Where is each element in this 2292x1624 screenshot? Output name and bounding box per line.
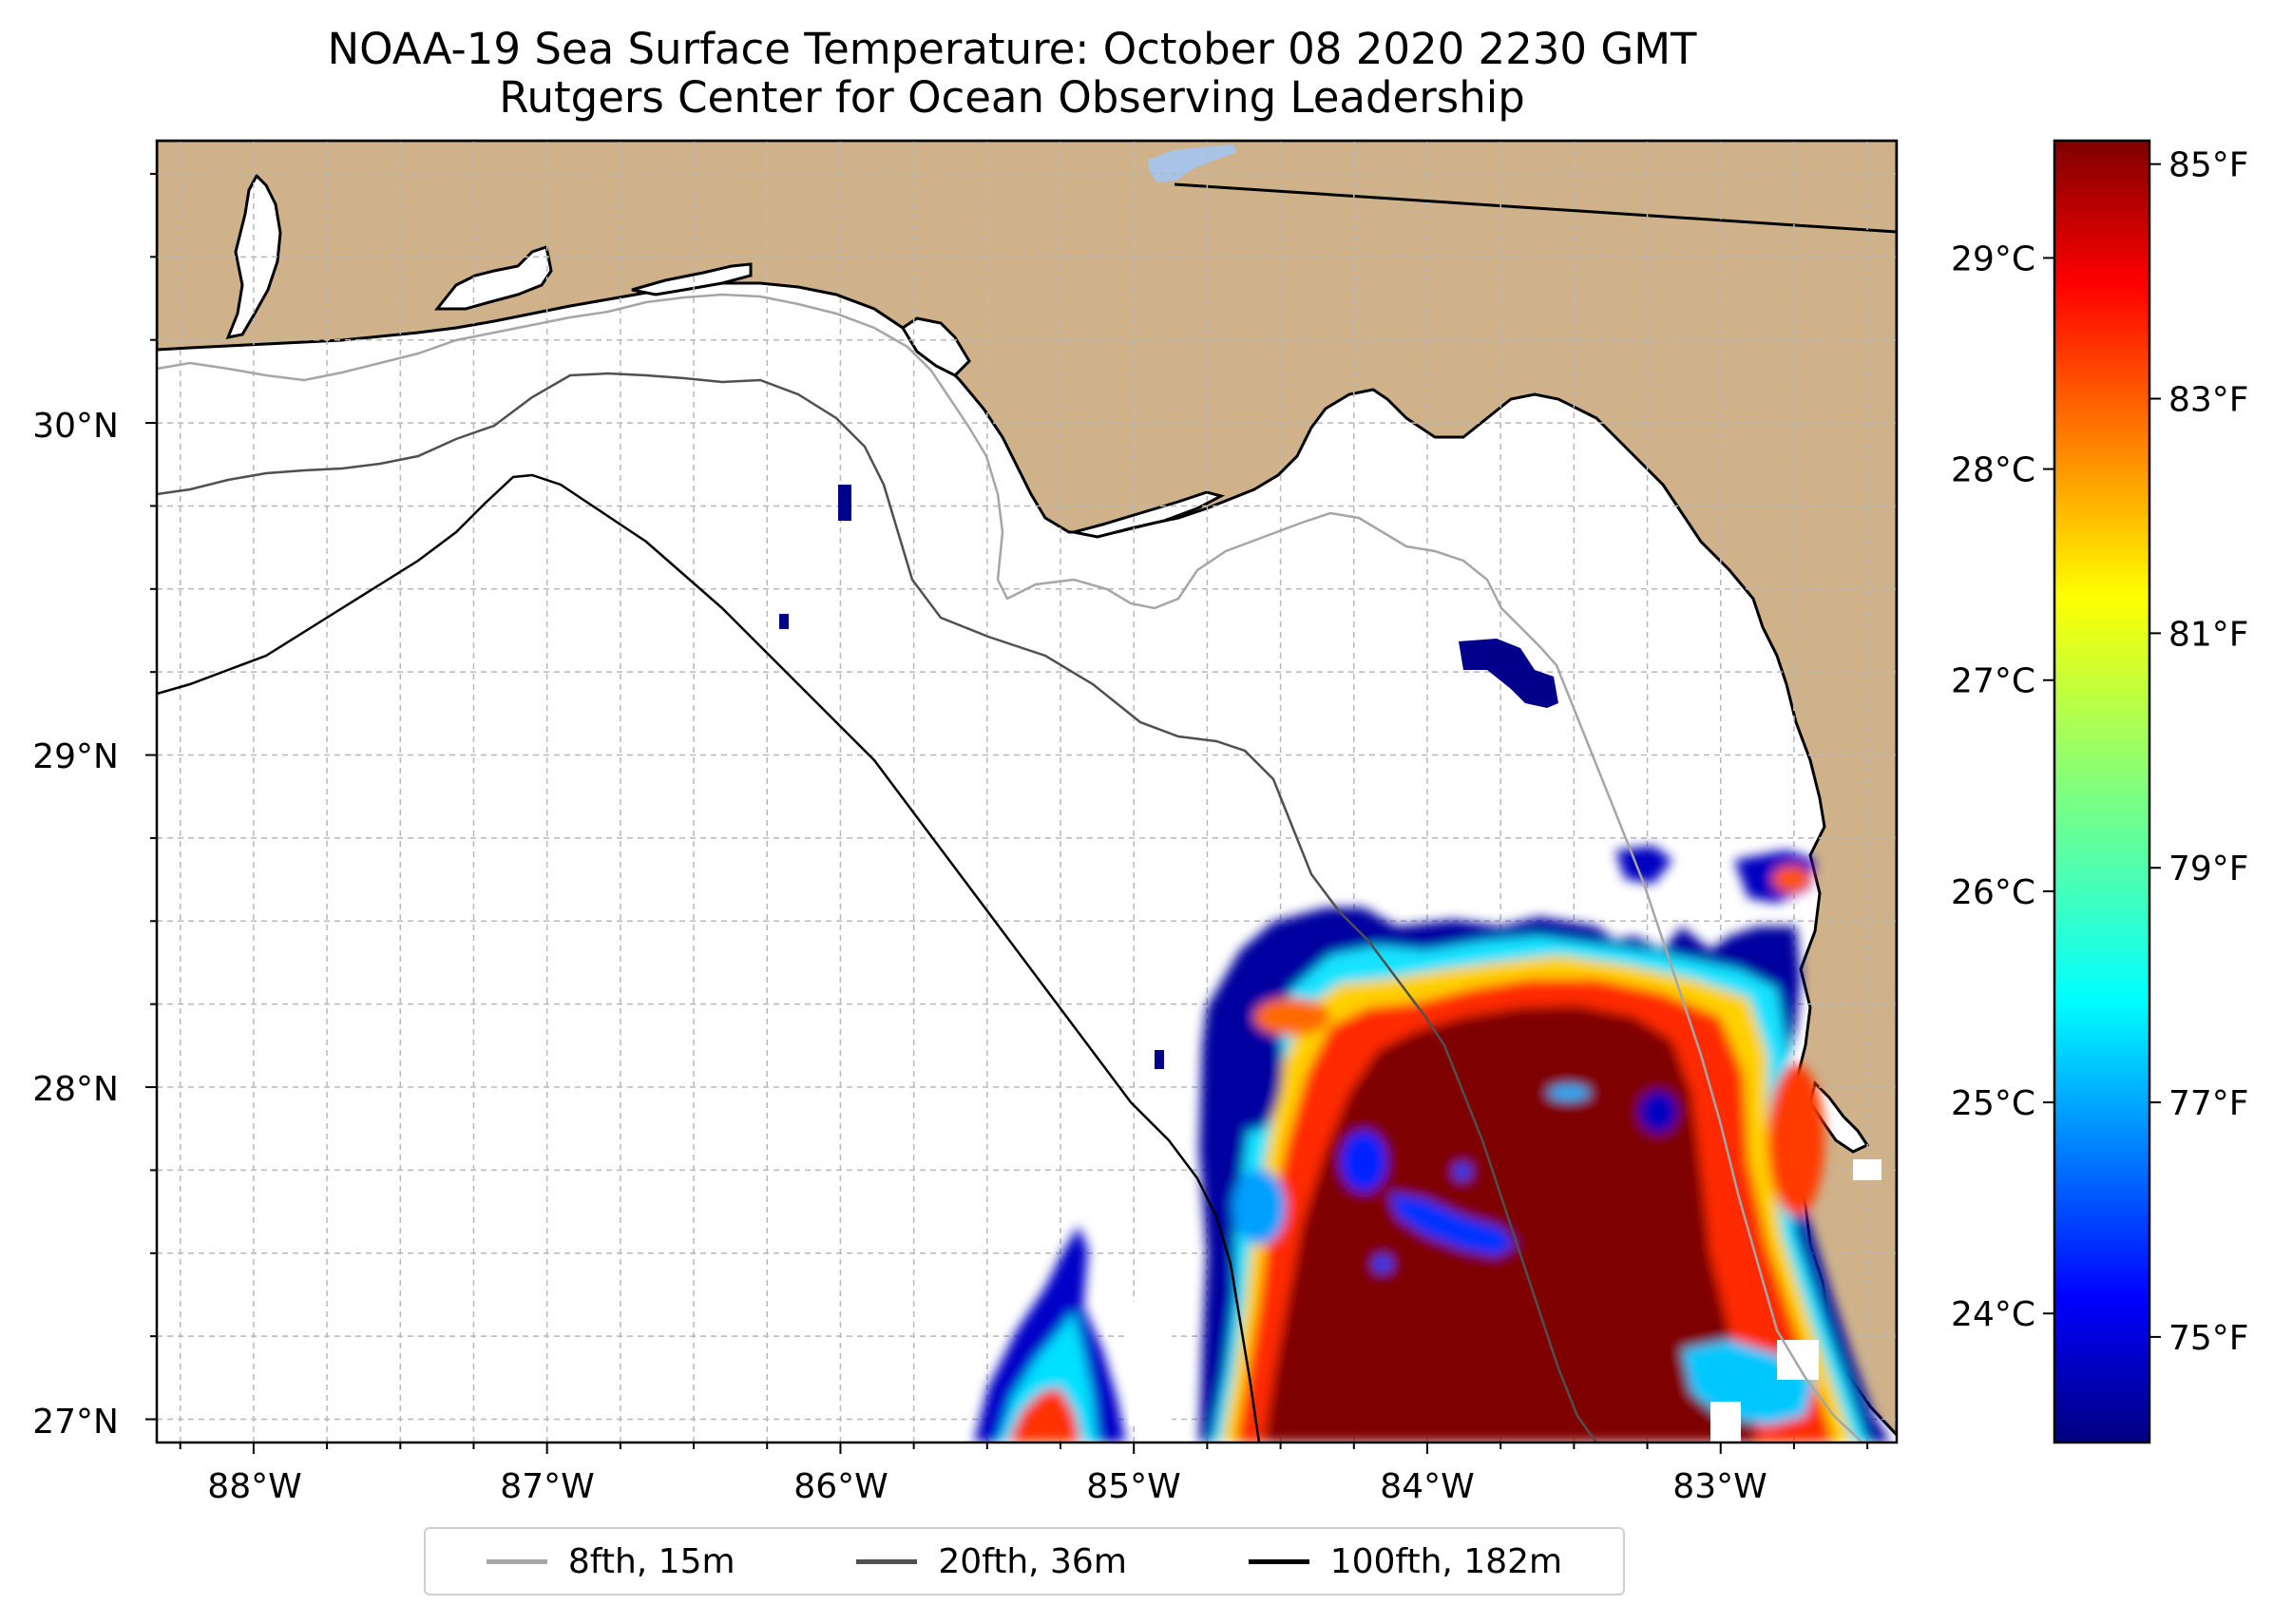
map-frame — [155, 139, 1899, 1444]
colorbar-fahrenheit-axis: 85°F 83°F 81°F 79°F 77°F 75°F — [2149, 146, 2249, 1358]
lon-label-85w: 85°W — [1086, 1467, 1180, 1506]
colorbar: 85°F 83°F 81°F 79°F 77°F 75°F 29°C 28°C 27°C 26°… — [1951, 139, 2249, 1444]
colorbar-label-c: 29°C — [1951, 239, 2035, 278]
colorbar-celsius-axis: 29°C 28°C 27°C 26°C 25°C 24°C — [1951, 239, 2054, 1334]
legend-label-20fth: 20fth, 36m — [938, 1541, 1127, 1581]
isobath-legend: 8fth, 15m 20fth, 36m 100fth, 182m — [424, 1527, 1625, 1595]
sst-cool-eddy-2 — [1639, 1091, 1677, 1133]
choctawhatchee-bay — [631, 262, 753, 296]
lon-label-86w: 86°W — [793, 1467, 888, 1506]
lat-label-29: 29°N — [32, 737, 119, 776]
sst-pixel-2 — [779, 614, 789, 629]
sst-cool-eddy-1 — [1341, 1131, 1386, 1192]
map-title: NOAA-19 Sea Surface Temperature: October… — [327, 24, 1697, 74]
lat-label-27: 27°N — [32, 1403, 119, 1442]
legend-item-100fth: 100fth, 182m — [1248, 1541, 1563, 1581]
legend-label-100fth: 100fth, 182m — [1329, 1541, 1563, 1581]
sst-north-warm — [1772, 866, 1810, 892]
x-axis-labels: 88°W 87°W 86°W 85°W 84°W 83°W — [207, 1467, 1767, 1506]
lon-label-84w: 84°W — [1380, 1467, 1474, 1506]
sst-cool-eddy-6 — [1232, 1169, 1286, 1245]
cloud-gap-2 — [1710, 1402, 1741, 1442]
st-andrew-bay — [900, 316, 971, 377]
isobath-8fth-line — [157, 293, 1863, 1442]
map-area — [157, 141, 1897, 1442]
lon-label-88w: 88°W — [207, 1467, 301, 1506]
legend-label-8fth: 8fth, 15m — [567, 1541, 735, 1581]
sst-cool-filament — [1389, 1193, 1516, 1256]
isobath-20fth-line — [157, 372, 1598, 1442]
colorbar-label-f: 75°F — [2168, 1319, 2249, 1358]
lon-label-87w: 87°W — [500, 1467, 594, 1506]
legend-swatch-20fth — [856, 1558, 918, 1564]
apalachicola-bay — [1073, 490, 1226, 539]
sst-pixel-1 — [838, 485, 851, 521]
isobath-100fth-line — [157, 473, 1261, 1442]
lon-label-83w: 83°W — [1672, 1467, 1767, 1506]
sst-cool-eddy-4 — [1454, 1163, 1471, 1180]
colorbar-label-c: 25°C — [1951, 1084, 2035, 1123]
cloud-gap-3 — [1853, 1159, 1881, 1180]
colorbar-label-c: 26°C — [1951, 873, 2035, 912]
sst-north-fringe — [1615, 846, 1672, 884]
sst-cold-patch-east — [1459, 639, 1558, 708]
y-axis-labels: 27°N 28°N 29°N 30°N — [32, 407, 119, 1442]
cloud-gap-1 — [1777, 1340, 1819, 1380]
lat-label-30: 30°N — [32, 407, 119, 446]
colorbar-gradient — [2053, 139, 2151, 1444]
colorbar-label-f: 81°F — [2168, 615, 2249, 654]
sst-pixel-3 — [1155, 1050, 1164, 1069]
lat-label-28: 28°N — [32, 1070, 119, 1109]
sst-cool-eddy-5 — [1373, 1255, 1392, 1272]
axis-ticks — [145, 172, 1869, 1454]
colorbar-label-f: 79°F — [2168, 850, 2249, 888]
sst-cool-eddy-3 — [1548, 1085, 1590, 1100]
sst-orange-patch — [1254, 998, 1330, 1036]
colorbar-label-c: 24°C — [1951, 1295, 2035, 1334]
legend-item-8fth: 8fth, 15m — [486, 1541, 735, 1581]
title-block: NOAA-19 Sea Surface Temperature: October… — [0, 25, 2024, 122]
colorbar-label-f: 83°F — [2168, 381, 2249, 420]
cloud-gap-4 — [1129, 1302, 1172, 1425]
map-subtitle: Rutgers Center for Ocean Observing Leade… — [499, 72, 1525, 123]
colorbar-label-f: 77°F — [2168, 1084, 2249, 1123]
legend-swatch-100fth — [1248, 1558, 1309, 1564]
state-boundary — [1174, 182, 1897, 234]
colorbar-label-f: 85°F — [2168, 146, 2249, 185]
lake — [1148, 144, 1237, 182]
legend-item-20fth: 20fth, 36m — [856, 1542, 1127, 1581]
colorbar-label-c: 28°C — [1951, 451, 2035, 490]
sst-orange-patch-2 — [1767, 1064, 1824, 1216]
sst-cool-west-warm — [1007, 1387, 1081, 1442]
legend-swatch-8fth — [486, 1558, 547, 1564]
colorbar-label-c: 27°C — [1951, 662, 2035, 701]
